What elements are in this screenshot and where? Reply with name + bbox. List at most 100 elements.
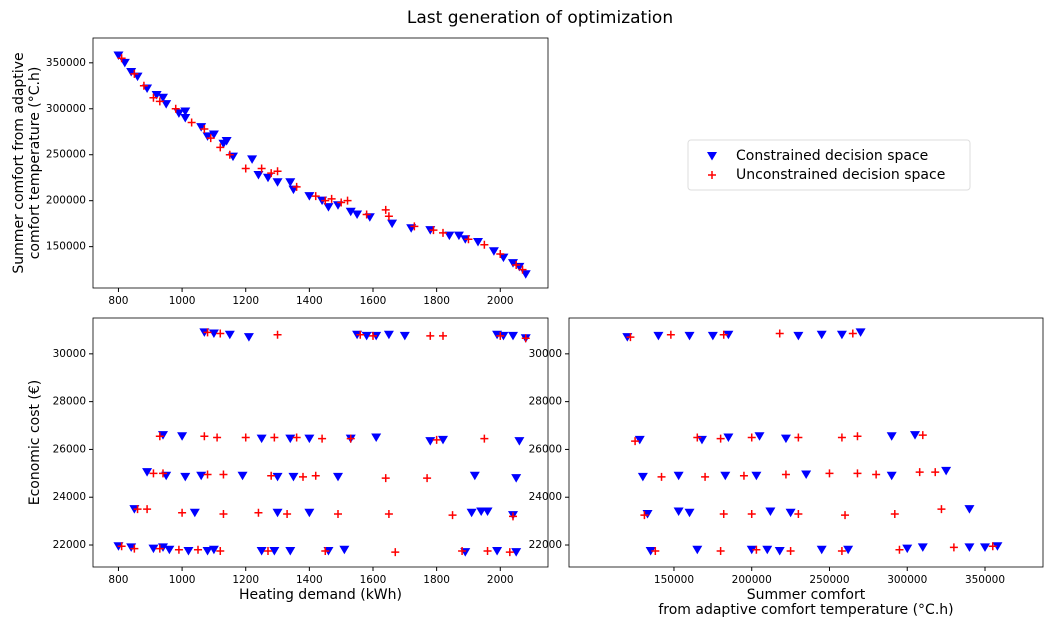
point bbox=[304, 434, 315, 444]
point bbox=[203, 470, 212, 479]
point bbox=[213, 433, 222, 442]
point bbox=[254, 508, 263, 517]
legend-box bbox=[687, 139, 971, 191]
point bbox=[723, 433, 734, 442]
point bbox=[202, 546, 213, 556]
point bbox=[333, 472, 343, 482]
y-tick-label: 24000 bbox=[53, 491, 86, 503]
point bbox=[311, 192, 320, 201]
point bbox=[673, 507, 684, 517]
point bbox=[719, 330, 728, 339]
point bbox=[801, 470, 812, 480]
point bbox=[949, 543, 958, 552]
point bbox=[488, 247, 499, 256]
point bbox=[816, 330, 827, 340]
point bbox=[723, 330, 734, 340]
point bbox=[216, 546, 225, 555]
point bbox=[853, 469, 862, 478]
point bbox=[508, 331, 518, 341]
point bbox=[848, 329, 857, 338]
legend-marker bbox=[707, 152, 717, 161]
point bbox=[311, 471, 320, 480]
point bbox=[917, 543, 928, 552]
point bbox=[304, 508, 315, 518]
point bbox=[225, 150, 234, 159]
point bbox=[496, 331, 505, 340]
x-axis-label: Heating demand (kWh) bbox=[239, 587, 402, 603]
point bbox=[180, 113, 191, 123]
point bbox=[426, 331, 435, 340]
point bbox=[482, 507, 493, 517]
point bbox=[323, 203, 334, 212]
x-tick-label: 1400 bbox=[296, 574, 323, 586]
point bbox=[143, 505, 152, 514]
point bbox=[196, 471, 207, 481]
point bbox=[203, 328, 212, 337]
x-tick-label: 1800 bbox=[423, 574, 450, 586]
point bbox=[785, 508, 796, 518]
y-axis-label: comfort temperature (°C.h) bbox=[27, 67, 43, 260]
point bbox=[273, 330, 282, 339]
point bbox=[438, 435, 448, 445]
point bbox=[285, 546, 296, 556]
point bbox=[285, 178, 296, 187]
point bbox=[247, 155, 258, 164]
point bbox=[155, 432, 164, 441]
point bbox=[180, 472, 191, 482]
point bbox=[369, 331, 377, 340]
legend-label: Unconstrained decision space bbox=[736, 167, 945, 183]
y-axis-label: Economic cost (€) bbox=[27, 380, 43, 506]
point bbox=[837, 546, 846, 555]
point bbox=[692, 545, 703, 555]
point bbox=[747, 433, 756, 442]
point bbox=[219, 509, 228, 518]
figure-title: Last generation of optimization bbox=[407, 8, 673, 28]
point bbox=[473, 238, 483, 247]
point bbox=[886, 471, 897, 481]
y-tick-label: 28000 bbox=[53, 396, 86, 408]
point bbox=[509, 512, 517, 521]
point bbox=[720, 471, 731, 481]
point bbox=[716, 546, 725, 555]
point bbox=[425, 437, 436, 446]
point bbox=[171, 104, 180, 113]
point bbox=[283, 509, 292, 518]
point bbox=[964, 505, 975, 514]
point bbox=[117, 542, 126, 551]
point bbox=[780, 434, 791, 444]
point bbox=[841, 511, 850, 520]
point bbox=[194, 545, 202, 554]
point bbox=[902, 544, 913, 554]
point bbox=[343, 196, 352, 205]
point bbox=[113, 51, 124, 60]
point bbox=[837, 433, 846, 442]
point bbox=[216, 329, 225, 338]
point bbox=[855, 328, 866, 337]
point bbox=[458, 546, 467, 555]
point bbox=[693, 433, 702, 442]
point bbox=[130, 544, 139, 553]
x-tick-label: 300000 bbox=[887, 574, 927, 586]
point bbox=[339, 545, 350, 555]
point bbox=[937, 505, 946, 514]
point bbox=[292, 182, 301, 191]
point bbox=[719, 509, 728, 518]
point bbox=[836, 330, 847, 340]
point bbox=[853, 432, 862, 441]
point bbox=[149, 93, 158, 102]
point bbox=[794, 509, 803, 518]
plot-area bbox=[568, 317, 1044, 568]
point bbox=[432, 435, 441, 444]
y-tick-label: 22000 bbox=[53, 539, 86, 551]
point bbox=[637, 472, 648, 482]
point bbox=[915, 468, 924, 477]
point bbox=[224, 330, 235, 340]
point bbox=[381, 474, 390, 483]
point bbox=[334, 509, 342, 518]
point bbox=[183, 546, 194, 556]
point bbox=[631, 437, 640, 446]
point bbox=[321, 546, 330, 555]
legend-label: Constrained decision space bbox=[736, 148, 928, 164]
point bbox=[931, 468, 940, 477]
x-tick-label: 1000 bbox=[169, 295, 196, 307]
